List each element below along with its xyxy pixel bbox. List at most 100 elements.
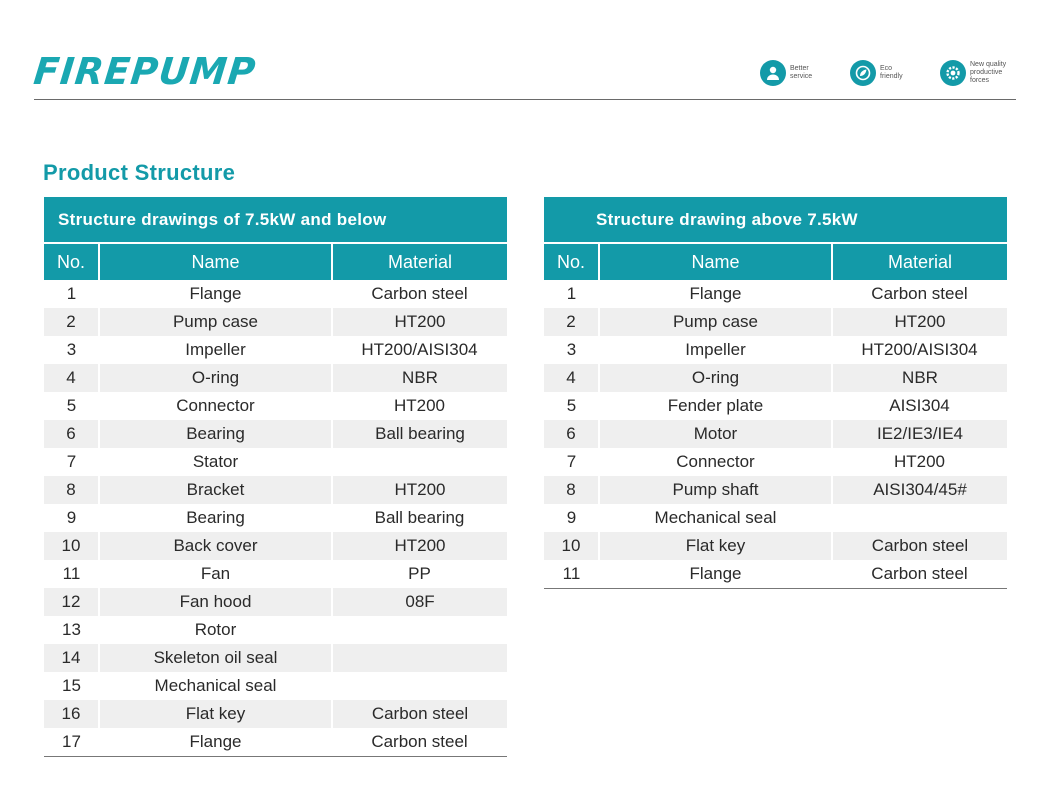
cell-material: HT200 (330, 476, 508, 504)
cell-material: HT200/AISI304 (861, 340, 978, 359)
cell-no: 7 (66, 452, 77, 471)
gear-quality-icon (940, 60, 966, 86)
table-row: 15 Mechanical seal (44, 672, 507, 700)
cell-no: 17 (44, 728, 99, 757)
cell-material (332, 672, 507, 700)
cell-material: Ball bearing (374, 508, 465, 527)
cell-material: NBR (330, 364, 508, 392)
firepump-logo: FIREPUMP (31, 50, 259, 93)
cell-name: Pump case (598, 308, 832, 336)
cell-no: 5 (566, 396, 577, 415)
cell-material: PP (408, 564, 431, 583)
table-row: 10 Back cover HT200 (44, 532, 508, 560)
table-row: 14 Skeleton oil seal (44, 644, 508, 672)
badge-label: Eco friendly (880, 65, 903, 80)
table-title: Structure drawing above 7.5kW (544, 197, 1007, 243)
cell-name: Pump shaft (598, 476, 832, 504)
cell-no: 12 (44, 588, 99, 616)
table-row: 7 Stator (44, 448, 507, 476)
cell-no: 5 (66, 396, 77, 415)
cell-no: 3 (66, 340, 77, 359)
cell-name: Flat key (598, 532, 832, 560)
cell-material (330, 644, 508, 672)
column-header-material: Material (330, 242, 508, 280)
cell-name: Bracket (98, 476, 332, 504)
table-title: Structure drawings of 7.5kW and below (44, 197, 508, 243)
table-row: 10 Flat key Carbon steel (544, 532, 1007, 560)
cell-no: 11 (62, 564, 81, 583)
cell-no: 1 (66, 284, 77, 303)
cell-no: 15 (62, 676, 81, 695)
cell-no: 6 (44, 420, 99, 448)
cell-material: AISI304 (889, 396, 950, 415)
cell-material: HT200 (330, 532, 508, 560)
cell-name: Mechanical seal (154, 676, 277, 695)
cell-material: Ball bearing (330, 420, 508, 448)
table-row: 3 Impeller HT200/AISI304 (44, 336, 507, 364)
cell-material: HT200 (831, 308, 1007, 336)
table-row: 11 Flange Carbon steel (544, 560, 1007, 589)
cell-name: Flange (189, 284, 242, 303)
cell-material (332, 448, 507, 476)
table-row: 2 Pump case HT200 (44, 308, 508, 336)
cell-no: 16 (44, 700, 99, 728)
badge-better-service: Better service (760, 60, 836, 86)
cell-name: Connector (176, 396, 255, 415)
cell-name: Connector (676, 452, 755, 471)
column-header-name: Name (598, 242, 832, 280)
cell-material: NBR (831, 364, 1007, 392)
table-row: 11 Fan PP (44, 560, 507, 588)
cell-no: 7 (566, 452, 577, 471)
cell-no: 4 (544, 364, 599, 392)
cell-no: 10 (44, 532, 99, 560)
cell-no: 8 (544, 476, 599, 504)
table-row: 5 Connector HT200 (44, 392, 507, 420)
cell-material (832, 504, 1007, 532)
cell-name: Fender plate (667, 396, 764, 415)
table-row: 12 Fan hood 08F (44, 588, 508, 616)
cell-material (332, 616, 507, 644)
column-header-no: No. (544, 242, 599, 280)
cell-no: 8 (44, 476, 99, 504)
badge-eco-friendly: Eco friendly (850, 60, 926, 86)
table-row: 6 Motor IE2/IE3/IE4 (544, 420, 1007, 448)
cell-name: Motor (598, 420, 832, 448)
column-header-name: Name (98, 242, 332, 280)
cell-no: 13 (62, 620, 81, 639)
badge-new-quality: New quality productive forces (940, 60, 1016, 86)
cell-material: 08F (330, 588, 508, 616)
cell-name: Fan (200, 564, 231, 583)
cell-material: Carbon steel (831, 532, 1007, 560)
cell-material: Carbon steel (371, 284, 468, 303)
table-body: 1 Flange Carbon steel 2 Pump case HT200 3 Impel… (44, 280, 508, 757)
cell-material: Carbon steel (832, 560, 1007, 589)
cell-material: Carbon steel (871, 284, 968, 303)
cell-material: IE2/IE3/IE4 (831, 420, 1007, 448)
feature-badges: Better service Eco friendly New quality … (760, 60, 1016, 86)
cell-name: Rotor (194, 620, 237, 639)
cell-no: 2 (44, 308, 99, 336)
cell-name: Flat key (98, 700, 332, 728)
column-header-material: Material (831, 242, 1007, 280)
cell-material: HT200/AISI304 (361, 340, 478, 359)
cell-name: Fan hood (98, 588, 332, 616)
table-row: 4 O-ring NBR (44, 364, 508, 392)
cell-name: Flange (599, 560, 832, 589)
cell-name: Stator (192, 452, 239, 471)
table-row: 4 O-ring NBR (544, 364, 1007, 392)
table-row: 9 Bearing Ball bearing (44, 504, 507, 532)
cell-material: AISI304/45# (831, 476, 1007, 504)
cell-no: 9 (566, 508, 577, 527)
column-header-no: No. (44, 242, 99, 280)
table-row: 16 Flat key Carbon steel (44, 700, 508, 728)
cell-name: Skeleton oil seal (98, 644, 332, 672)
cell-no: 3 (566, 340, 577, 359)
cell-no: 4 (44, 364, 99, 392)
cell-name: Pump case (98, 308, 332, 336)
table-row: 7 Connector HT200 (544, 448, 1007, 476)
table-body: 1 Flange Carbon steel 2 Pump case HT200 3 Impel… (544, 280, 1007, 589)
table-row: 2 Pump case HT200 (544, 308, 1007, 336)
cell-material: HT200 (393, 396, 446, 415)
cell-material: HT200 (893, 452, 946, 471)
cell-name: O-ring (98, 364, 332, 392)
